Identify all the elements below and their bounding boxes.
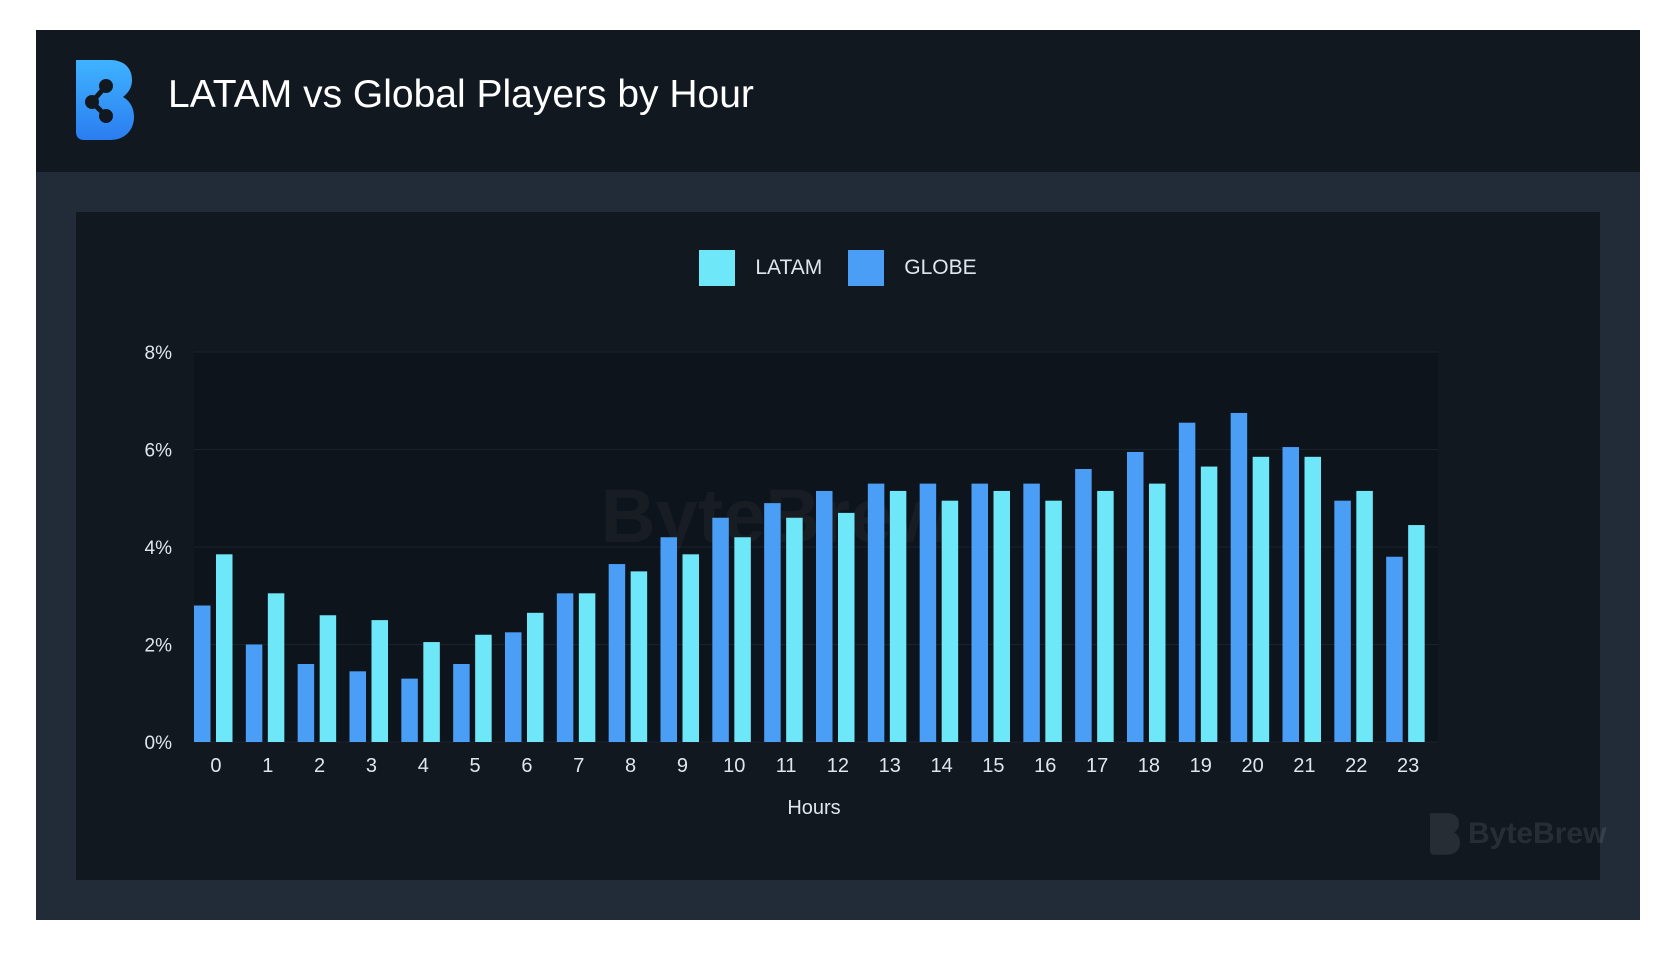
bar-latam: [1045, 500, 1062, 742]
bar-globe: [1282, 447, 1299, 742]
bar-latam: [475, 634, 492, 742]
bar-globe: [194, 605, 211, 742]
bar-globe: [867, 483, 885, 742]
x-tick-label: 7: [573, 755, 584, 777]
bar-latam: [319, 615, 337, 742]
bar-globe: [505, 632, 522, 742]
bar-globe: [349, 671, 366, 742]
bar-latam: [786, 517, 803, 742]
bar-globe: [660, 537, 677, 742]
watermark-text: ByteBrew: [1468, 817, 1607, 850]
x-tick-label: 18: [1138, 755, 1160, 777]
bar-latam: [889, 490, 907, 742]
x-tick-label: 8: [625, 755, 636, 777]
bar-globe: [919, 483, 937, 742]
bytebrew-logo-icon: [76, 60, 134, 140]
bar-latam: [1304, 456, 1321, 742]
x-tick-label: 23: [1397, 755, 1419, 777]
y-tick-label: 8%: [145, 343, 173, 364]
x-tick-label: 10: [723, 755, 745, 777]
x-tick-label: 4: [418, 755, 429, 777]
bar-globe: [453, 664, 470, 742]
bar-latam: [527, 612, 544, 742]
legend-label-globe: GLOBE: [904, 256, 977, 279]
x-tick-label: 12: [827, 755, 849, 777]
legend-item-latam[interactable]: LATAM: [699, 250, 822, 286]
bar-globe: [1023, 483, 1040, 742]
bar-latam: [630, 571, 648, 742]
legend-swatch-latam: [699, 250, 736, 286]
x-tick-label: 22: [1345, 755, 1367, 777]
x-tick-label: 2: [314, 755, 325, 777]
bar-latam: [838, 512, 855, 742]
x-tick-label: 15: [982, 755, 1004, 777]
bar-globe: [245, 644, 263, 742]
bar-latam: [734, 537, 751, 742]
bar-globe: [712, 517, 729, 742]
x-tick-label: 9: [677, 755, 688, 777]
x-tick-label: 16: [1034, 755, 1056, 777]
legend-label-latam: LATAM: [755, 256, 823, 279]
chart-panel: 0%2%4%6%8%ByteBrew0123456789101112131415…: [76, 212, 1606, 880]
bar-latam: [1356, 490, 1373, 742]
bar-globe: [1127, 451, 1144, 742]
x-tick-label: 1: [262, 755, 273, 777]
y-tick-label: 4%: [145, 538, 173, 559]
bar-globe: [764, 503, 781, 742]
x-tick-label: 11: [776, 755, 797, 777]
bar-chart: 0%2%4%6%8%ByteBrew0123456789101112131415…: [145, 343, 1438, 819]
x-tick-label: 3: [366, 755, 377, 777]
bar-latam: [1252, 456, 1270, 742]
page-title: LATAM vs Global Players by Hour: [168, 73, 754, 116]
bar-globe: [1334, 500, 1351, 742]
bar-globe: [971, 483, 988, 742]
x-tick-label: 14: [930, 755, 952, 777]
legend-item-globe[interactable]: GLOBE: [848, 250, 977, 286]
bar-latam: [1149, 483, 1166, 742]
bar-latam: [1200, 466, 1218, 742]
y-tick-label: 0%: [145, 733, 173, 754]
bar-globe: [401, 678, 418, 742]
y-tick-label: 6%: [145, 441, 173, 462]
bar-globe: [1075, 469, 1092, 742]
bar-latam: [423, 642, 440, 742]
chart-legend: LATAM GLOBE: [76, 250, 1600, 286]
x-tick-label: 6: [521, 755, 532, 777]
bar-latam: [1408, 525, 1425, 742]
bar-globe: [1386, 556, 1403, 742]
bar-latam: [216, 554, 233, 742]
x-tick-label: 20: [1241, 755, 1263, 777]
bar-globe: [816, 490, 833, 742]
bar-latam: [371, 620, 388, 742]
bar-globe: [556, 593, 574, 742]
x-tick-label: 0: [210, 755, 221, 777]
bar-latam: [267, 593, 285, 742]
bar-latam: [1097, 490, 1114, 742]
x-tick-label: 17: [1086, 755, 1108, 777]
watermark: ByteBrew: [1430, 812, 1606, 856]
x-tick-label: 5: [470, 755, 481, 777]
x-tick-label: 19: [1190, 755, 1212, 777]
bar-latam: [941, 500, 959, 742]
legend-swatch-globe: [848, 250, 885, 286]
x-tick-label: 13: [879, 755, 901, 777]
bar-latam: [578, 593, 596, 742]
bar-globe: [297, 664, 315, 742]
watermark-logo-icon: [1430, 813, 1460, 855]
header-bar: LATAM vs Global Players by Hour: [36, 30, 1640, 172]
y-tick-label: 2%: [145, 636, 173, 657]
chart-card: LATAM vs Global Players by Hour 0% 2% 4% 6%…: [36, 30, 1640, 920]
x-tick-label: 21: [1293, 755, 1315, 777]
bar-latam: [682, 554, 699, 742]
bar-globe: [1230, 412, 1248, 742]
x-axis-label: Hours: [787, 797, 840, 819]
bar-globe: [1178, 422, 1196, 742]
bar-latam: [993, 490, 1010, 742]
bar-globe: [608, 564, 626, 742]
